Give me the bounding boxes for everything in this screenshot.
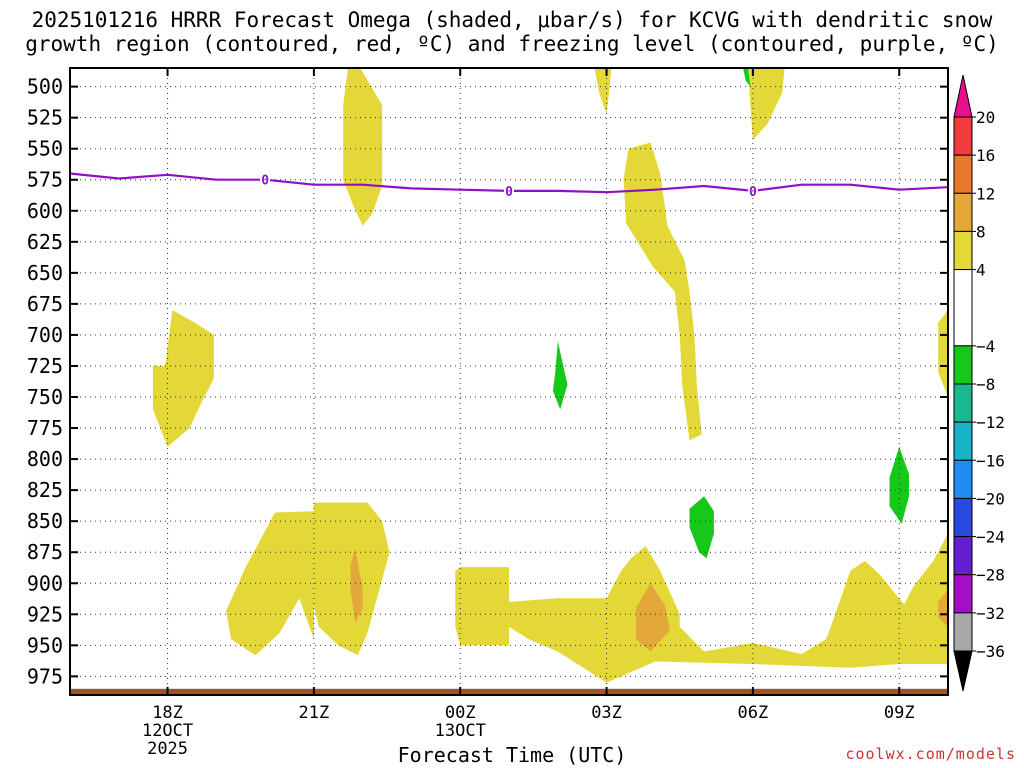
plot-border (69, 67, 949, 696)
x-tick-label-15-0: 09Z (884, 703, 915, 723)
y-tick-label-900: 900 (27, 571, 63, 595)
omega-region-10 (350, 548, 363, 623)
colorbar-segment-7 (953, 421, 973, 461)
y-tick-label-725: 725 (27, 354, 63, 378)
omega-region-14 (689, 496, 714, 559)
omega-region-0 (343, 68, 383, 226)
x-tick-label-3-0: 21Z (299, 703, 330, 723)
y-tick-label-975: 975 (27, 664, 63, 688)
colorbar-label--32: −32 (976, 604, 1005, 623)
colorbar-bottom-arrow (953, 650, 973, 692)
colorbar-segment-11 (953, 574, 973, 614)
x-tick-label-0-0: 18Z (152, 703, 183, 723)
y-tick-label-625: 625 (27, 230, 63, 254)
surface-bar (70, 688, 948, 696)
y-tick-label-950: 950 (27, 633, 63, 657)
colorbar-label--28: −28 (976, 566, 1005, 585)
omega-region-13 (552, 341, 568, 410)
colorbar-label--36: −36 (976, 642, 1005, 661)
plot-frame (69, 67, 949, 696)
colorbar: 20 16 12 8 4 −4 −8 −12 −16 −20 −24 −28 −32 −36 (953, 74, 1005, 692)
x-tick-label-9-0: 03Z (591, 703, 622, 723)
omega-region-9 (509, 533, 948, 683)
y-tick-label-525: 525 (27, 106, 63, 130)
x-tick-label-0-2: 2025 (147, 739, 188, 759)
freezing-label-bg-2 (747, 183, 758, 198)
omega-region-5 (938, 310, 948, 397)
y-tick-label-600: 600 (27, 199, 63, 223)
freezing-level-contour: 0 0 0 (69, 172, 949, 200)
colorbar-segment-1 (953, 154, 973, 194)
colorbar-segment-3 (953, 230, 973, 271)
freezing-label-bg-1 (504, 183, 514, 198)
y-tick-label-575: 575 (27, 168, 63, 192)
colorbar-label--4: −4 (976, 337, 995, 356)
freezing-level-label-0: 0 (261, 174, 269, 189)
colorbar-segment-12 (953, 612, 973, 652)
omega-shading (152, 68, 948, 683)
colorbar-segment-9 (953, 497, 973, 538)
colorbar-segment-0 (953, 116, 973, 156)
y-tick-label-700: 700 (27, 323, 63, 347)
surface-ground (70, 688, 948, 696)
colorbar-label--8: −8 (976, 375, 995, 394)
colorbar-segment-4 (953, 269, 973, 347)
omega-region-11 (635, 583, 670, 652)
y-tick-label-875: 875 (27, 540, 63, 564)
omega-region-8 (455, 567, 509, 646)
y-tick-label-925: 925 (27, 602, 63, 626)
watermark: coolwx.com/models (845, 745, 1016, 763)
colorbar-segment-5 (953, 345, 973, 385)
y-tick-label-675: 675 (27, 292, 63, 316)
omega-region-16 (743, 68, 751, 87)
x-tick-label-6-0: 00Z (445, 703, 476, 723)
freezing-label-bg-0 (260, 172, 271, 187)
chart-title-line1: 2025101216 HRRR Forecast Omega (shaded, … (31, 8, 993, 32)
colorbar-label--16: −16 (976, 451, 1005, 470)
y-axis: 500 525 550 575 600 625 650 675 700 725 750 775 800 8… (27, 75, 948, 688)
omega-region-1 (594, 68, 612, 114)
y-tick-label-500: 500 (27, 75, 63, 99)
colorbar-label-20: 20 (976, 108, 995, 127)
y-tick-label-775: 775 (27, 416, 63, 440)
colorbar-label--24: −24 (976, 528, 1005, 547)
x-tick-label-12-0: 06Z (738, 703, 769, 723)
omega-region-3 (623, 142, 702, 441)
freezing-level-label-2: 0 (749, 185, 757, 200)
colorbar-segment-8 (953, 459, 973, 499)
freezing-level-label-1: 0 (505, 185, 513, 200)
omega-region-4 (152, 310, 214, 447)
omega-region-15 (889, 446, 909, 524)
colorbar-label-12: 12 (976, 184, 995, 203)
colorbar-top-arrow (953, 74, 973, 118)
colorbar-label--20: −20 (976, 489, 1005, 508)
colorbar-label-4: 4 (976, 261, 986, 280)
y-tick-label-800: 800 (27, 447, 63, 471)
y-tick-label-550: 550 (27, 137, 63, 161)
y-tick-label-825: 825 (27, 478, 63, 502)
colorbar-segment-6 (953, 383, 973, 423)
chart-title-line2: growth region (contoured, red, ºC) and f… (25, 32, 999, 56)
x-axis-title: Forecast Time (UTC) (397, 743, 627, 767)
y-tick-label-850: 850 (27, 509, 63, 533)
x-tick-label-6-1: 13OCT (435, 721, 486, 741)
omega-region-12 (938, 589, 948, 627)
colorbar-segment-10 (953, 536, 973, 576)
y-tick-label-750: 750 (27, 385, 63, 409)
y-tick-label-650: 650 (27, 261, 63, 285)
x-tick-label-0-1: 12OCT (142, 721, 193, 741)
colorbar-label-8: 8 (976, 222, 986, 241)
colorbar-label--12: −12 (976, 413, 1005, 432)
omega-region-2 (748, 68, 785, 140)
colorbar-label-16: 16 (976, 146, 995, 165)
colorbar-segment-2 (953, 192, 973, 232)
